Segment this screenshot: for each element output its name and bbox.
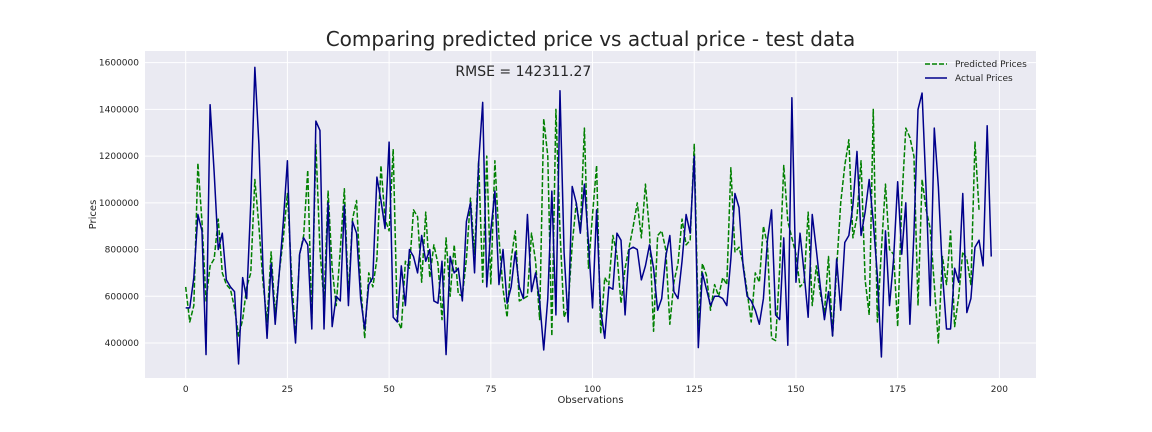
predicted-prices-line — [184, 108, 980, 344]
x-tick-label: 50 — [383, 385, 395, 395]
y-tick-label: 1200000 — [99, 152, 139, 162]
x-axis-ticks: 0 25 50 75 100 125 150 175 200 — [183, 385, 1008, 395]
legend: Predicted Prices Actual Prices — [925, 60, 1027, 84]
y-tick-label: 1600000 — [99, 59, 139, 69]
y-tick-label: 800000 — [105, 246, 140, 256]
x-tick-label: 125 — [686, 385, 703, 395]
x-axis-label: Observations — [557, 395, 623, 406]
y-tick-label: 600000 — [105, 292, 140, 302]
plot-area — [145, 51, 1036, 378]
actual-prices-line — [185, 66, 992, 365]
y-tick-label: 1400000 — [99, 105, 139, 115]
x-tick-label: 25 — [282, 385, 293, 395]
chart-title: Comparing predicted price vs actual pric… — [326, 27, 856, 51]
y-axis-ticks: 400000 600000 800000 1000000 1200000 1400000 1… — [99, 59, 139, 349]
x-tick-label: 175 — [889, 385, 906, 395]
x-tick-label: 200 — [991, 385, 1008, 395]
legend-label: Actual Prices — [955, 74, 1013, 84]
series-layer — [184, 66, 992, 365]
x-tick-label: 75 — [485, 385, 496, 395]
legend-label: Predicted Prices — [955, 60, 1027, 70]
x-tick-label: 100 — [584, 385, 601, 395]
rmse-annotation: RMSE = 142311.27 — [455, 64, 591, 80]
x-tick-label: 0 — [183, 385, 189, 395]
y-tick-label: 1000000 — [99, 199, 139, 209]
x-tick-label: 150 — [787, 385, 804, 395]
grid-lines — [145, 51, 1036, 378]
y-axis-label: Prices — [88, 200, 99, 230]
y-tick-label: 400000 — [105, 339, 140, 349]
